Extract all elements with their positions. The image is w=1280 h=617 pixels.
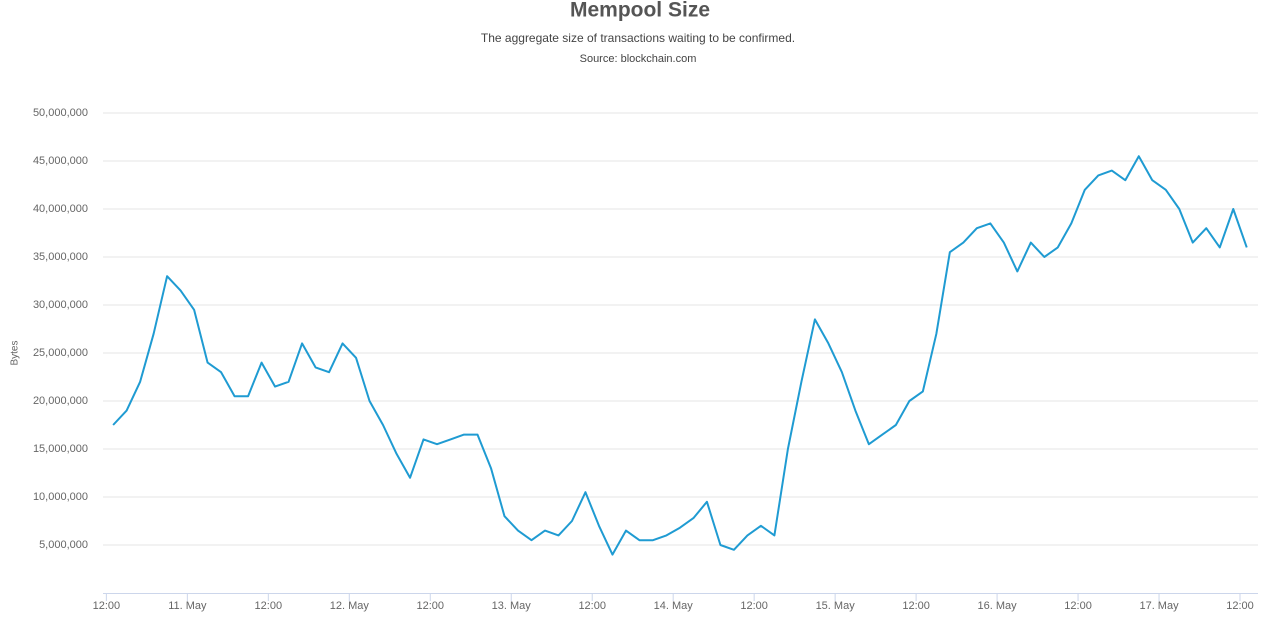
x-tick-label: 17. May [1139, 600, 1179, 612]
x-tick-label: 12:00 [578, 600, 606, 612]
y-tick-label: 20,000,000 [33, 395, 88, 407]
y-tick-label: 35,000,000 [33, 251, 88, 263]
x-tick-label: 12:00 [417, 600, 445, 612]
chart-source: Source: blockchain.com [580, 53, 697, 65]
y-tick-label: 40,000,000 [33, 203, 88, 215]
y-tick-label: 50,000,000 [33, 107, 88, 119]
x-tick-label: 12:00 [1226, 600, 1254, 612]
x-tick-label: 12. May [330, 600, 370, 612]
y-tick-label: 15,000,000 [33, 443, 88, 455]
x-tick-label: 11. May [168, 600, 207, 612]
x-tick-label: 12:00 [93, 600, 121, 612]
y-axis-label: Bytes [10, 340, 21, 365]
x-tick-label: 13. May [492, 600, 532, 612]
y-tick-label: 45,000,000 [33, 155, 88, 167]
chart-title: Mempool Size [570, 0, 710, 22]
chart-subtitle: The aggregate size of transactions waiti… [481, 31, 795, 45]
y-tick-label: 25,000,000 [33, 347, 88, 359]
x-tick-label: 12:00 [902, 600, 930, 612]
y-tick-label: 5,000,000 [39, 539, 88, 551]
series-line [112, 155, 1248, 556]
y-tick-label: 30,000,000 [33, 299, 88, 311]
x-tick-label: 14. May [654, 600, 694, 612]
x-tick-label: 12:00 [740, 600, 768, 612]
x-tick-label: 15. May [816, 600, 856, 612]
x-tick-label: 16. May [978, 600, 1018, 612]
x-tick-label: 12:00 [255, 600, 283, 612]
y-tick-label: 10,000,000 [33, 491, 88, 503]
x-tick-label: 12:00 [1064, 600, 1092, 612]
